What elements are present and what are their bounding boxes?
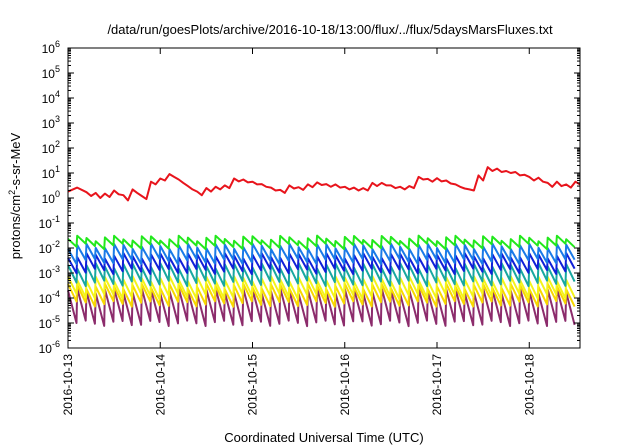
sawtooth-series-line xyxy=(67,242,576,266)
y-tick-label: 10-4 xyxy=(39,289,60,306)
y-axis-label-unit: protons/cm xyxy=(8,195,23,259)
sawtooth-series-line xyxy=(67,234,576,251)
red-series-line xyxy=(67,166,581,202)
x-tick-label: 2016-10-16 xyxy=(338,354,352,416)
y-tick-label: 104 xyxy=(42,89,60,106)
x-tick-label: 2016-10-14 xyxy=(153,354,167,416)
sawtooth-series-line xyxy=(67,287,576,328)
chart-title: /data/run/goesPlots/archive/2016-10-18/1… xyxy=(107,22,553,37)
x-tick-label: 2016-10-13 xyxy=(61,354,75,416)
x-tick-label: 2016-10-15 xyxy=(246,354,260,416)
y-tick-label: 102 xyxy=(42,139,60,156)
y-axis-label-rest: -s-sr-MeV xyxy=(8,132,23,189)
sawtooth-series-line xyxy=(67,262,576,288)
x-tick-label: 2016-10-18 xyxy=(522,354,536,416)
x-tick-label: 2016-10-17 xyxy=(430,354,444,416)
y-axis-label: protons/cm2-s-sr-MeV xyxy=(7,132,23,259)
y-tick-label: 10-5 xyxy=(39,314,60,331)
y-tick-label: 105 xyxy=(42,64,60,81)
sawtooth-series-line xyxy=(67,282,576,308)
y-tick-label: 10-1 xyxy=(39,214,60,231)
y-axis-label-exponent: 2 xyxy=(7,190,17,195)
y-tick-label: 10-6 xyxy=(39,339,60,356)
x-axis-label: Coordinated Universal Time (UTC) xyxy=(224,430,423,445)
y-tick-label: 10-2 xyxy=(39,239,60,256)
y-tick-label: 10-3 xyxy=(39,264,60,281)
y-tick-label: 103 xyxy=(42,114,60,131)
y-tick-label: 106 xyxy=(42,39,60,56)
sawtooth-series-line xyxy=(67,252,576,276)
y-tick-label: 100 xyxy=(42,189,60,206)
y-tick-label: 101 xyxy=(42,164,60,181)
plot-frame xyxy=(67,47,581,349)
series-layer xyxy=(67,166,581,328)
sawtooth-series-line xyxy=(67,275,576,301)
